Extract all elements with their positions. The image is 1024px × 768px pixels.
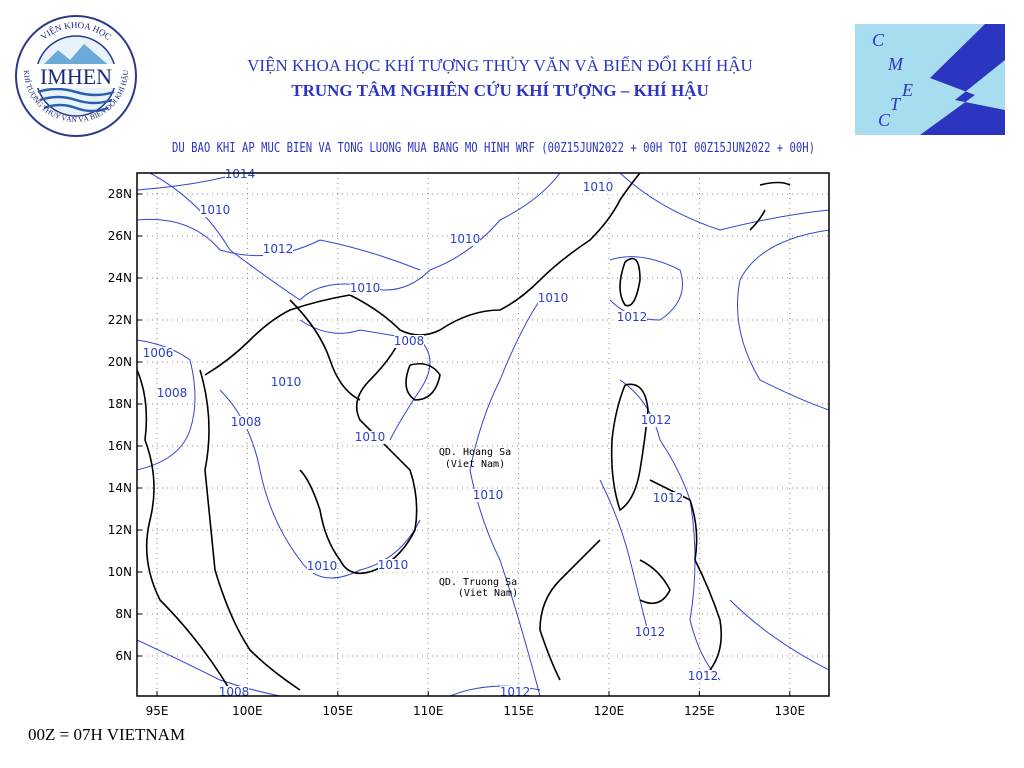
logo-left: IMHEN VIỆN KHOA HỌC KHÍ TƯỢNG THỦY VĂN V… xyxy=(15,15,137,137)
lon-label: 130E xyxy=(775,704,806,718)
contour-label: 1010 xyxy=(450,232,481,246)
lat-label: 20N xyxy=(108,355,132,369)
label-bg xyxy=(583,181,613,194)
lat-label: 6N xyxy=(115,649,132,663)
map: 1014 1010 1012 1010 1010 1010 1010 1012 1008 1006… xyxy=(136,167,830,699)
lat-label: 8N xyxy=(115,607,132,621)
map-frame xyxy=(136,172,830,697)
grid xyxy=(137,173,829,696)
label-bg xyxy=(271,376,301,389)
contour-label: 1010 xyxy=(538,291,569,305)
label-bg xyxy=(617,311,647,324)
lat-label: 22N xyxy=(108,313,132,327)
contour-label: 1010 xyxy=(378,558,409,572)
contour-label: 1010 xyxy=(583,180,614,194)
contour-label: 1006 xyxy=(143,346,174,360)
label-bg xyxy=(157,387,187,400)
lat-label: 24N xyxy=(108,271,132,285)
label-bg xyxy=(378,559,408,572)
logo-letter: C xyxy=(878,110,891,130)
lat-label: 18N xyxy=(108,397,132,411)
lon-label: 100E xyxy=(232,704,263,718)
label-bg xyxy=(641,414,671,427)
label-bg xyxy=(263,243,293,256)
contour-label: 1008 xyxy=(394,334,425,348)
contour-label: 1010 xyxy=(355,430,386,444)
label-bg xyxy=(635,626,665,639)
lat-label: 26N xyxy=(108,229,132,243)
label-bg xyxy=(143,347,173,360)
label-bg xyxy=(231,416,261,429)
contour-label: 1010 xyxy=(271,375,302,389)
header-line2: TRUNG TÂM NGHIÊN CỨU KHÍ TƯỢNG – KHÍ HẬU xyxy=(291,81,708,100)
place-country: (Viet Nam) xyxy=(445,459,505,470)
lon-label: 105E xyxy=(323,704,354,718)
logo-letter: C xyxy=(872,30,885,50)
lat-label: 28N xyxy=(108,187,132,201)
logo-letter: E xyxy=(901,80,913,100)
contour-label: 1012 xyxy=(688,669,719,683)
logo-letter: T xyxy=(890,94,902,114)
contours xyxy=(137,173,829,696)
contour-label: 1010 xyxy=(473,488,504,502)
logo-name: IMHEN xyxy=(40,64,112,89)
contour-label: 1008 xyxy=(157,386,188,400)
lon-label: 110E xyxy=(413,704,444,718)
label-bg xyxy=(538,292,568,305)
lon-label: 125E xyxy=(684,704,715,718)
lat-label: 12N xyxy=(108,523,132,537)
place-name: QD. Truong Sa xyxy=(439,577,517,588)
label-bg xyxy=(355,431,385,444)
lon-label: 115E xyxy=(503,704,534,718)
contour-label: 1010 xyxy=(307,559,338,573)
label-bg xyxy=(653,492,683,505)
lat-label: 14N xyxy=(108,481,132,495)
contour-label: 1012 xyxy=(617,310,648,324)
map-title: DU BAO KHI AP MUC BIEN VA TONG LUONG MUA… xyxy=(172,141,815,156)
contour-label: 1010 xyxy=(350,281,381,295)
label-bg xyxy=(394,335,424,348)
contour-label: 1012 xyxy=(641,413,672,427)
place-name: QD. Hoang Sa xyxy=(439,447,511,458)
label-bg xyxy=(450,233,480,246)
contour-label: 1014 xyxy=(225,167,256,181)
header-line1: VIỆN KHOA HỌC KHÍ TƯỢNG THỦY VĂN VÀ BIẾN… xyxy=(247,55,753,75)
label-bg xyxy=(307,560,337,573)
footer: 00Z = 07H VIETNAM xyxy=(28,725,185,744)
contour-label: 1012 xyxy=(635,625,666,639)
contour-label: 1012 xyxy=(653,491,684,505)
contour-label: 1008 xyxy=(231,415,262,429)
place-country: (Viet Nam) xyxy=(458,588,518,599)
logo-letter: M xyxy=(887,54,904,74)
contour-label: 1012 xyxy=(500,685,531,699)
lon-label: 95E xyxy=(146,704,169,718)
lat-label: 16N xyxy=(108,439,132,453)
label-bg xyxy=(350,282,380,295)
label-bg xyxy=(225,168,255,181)
contour-label: 1010 xyxy=(200,203,231,217)
contour-label: 1008 xyxy=(219,685,250,699)
lat-label: 10N xyxy=(108,565,132,579)
coastlines xyxy=(137,173,791,691)
label-bg xyxy=(473,489,503,502)
label-bg xyxy=(200,204,230,217)
label-bg xyxy=(688,670,718,683)
lon-label: 120E xyxy=(594,704,625,718)
contour-label: 1012 xyxy=(263,242,294,256)
